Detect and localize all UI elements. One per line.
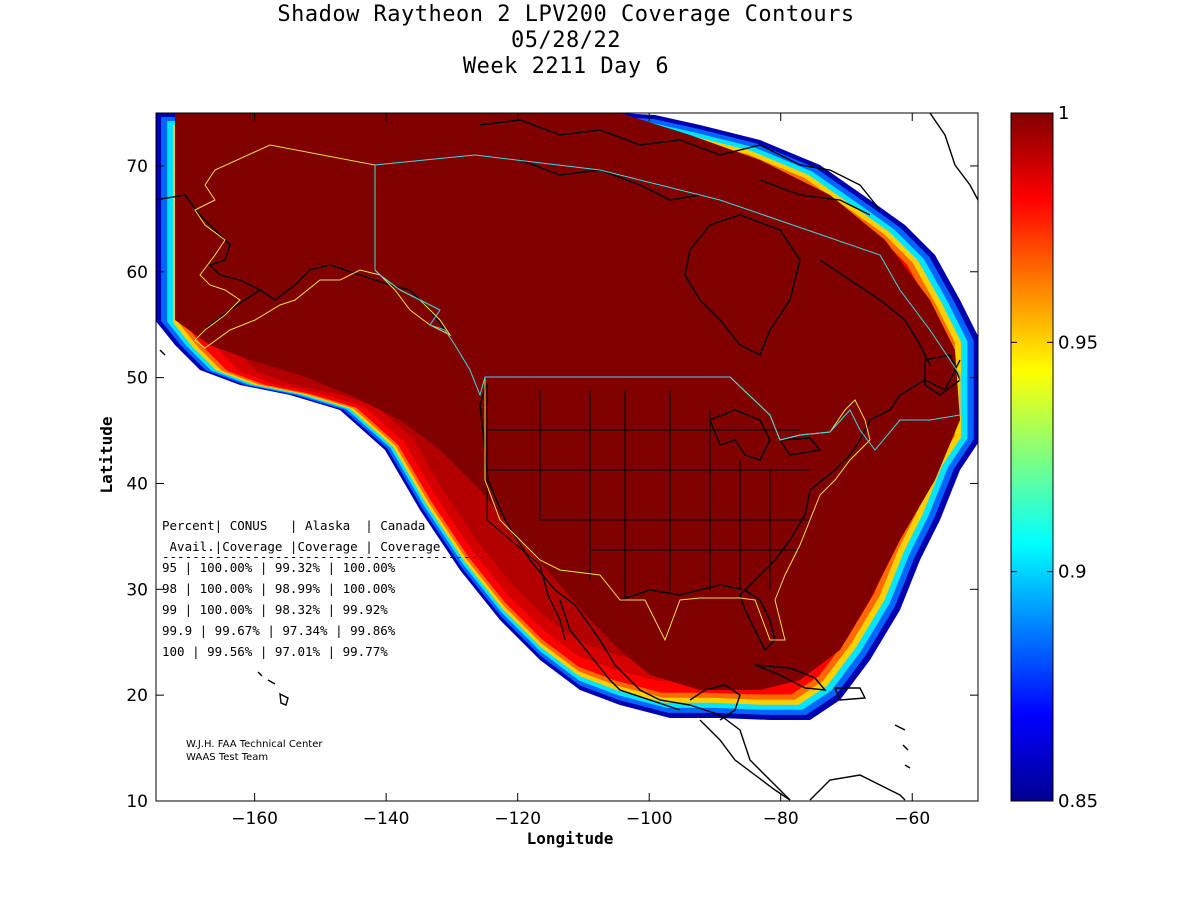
full-coverage-region	[175, 113, 960, 690]
colorbar	[1010, 112, 1054, 802]
canada-region-outline	[374, 154, 961, 451]
colorbar-axis: 0.85 0.9 0.95 1	[1011, 103, 1098, 812]
colorbar-tick-label: 1	[1058, 103, 1069, 124]
coverage-contours	[156, 113, 978, 720]
colorbar-tick-label: 0.95	[1058, 332, 1098, 353]
coverage-table: Percent| CONUS | Alaska | Canada Avail.|…	[162, 518, 486, 659]
table-row: 99 | 100.00% | 98.32% | 99.92%	[162, 602, 388, 617]
y-tick-label: 20	[126, 686, 148, 706]
y-axis: 10 20 30 40 50 60 70	[126, 157, 978, 812]
x-tick-label: −160	[231, 809, 278, 829]
x-tick-label: −140	[363, 809, 410, 829]
colorbar-tick-label: 0.9	[1058, 562, 1087, 583]
y-tick-label: 30	[126, 580, 148, 600]
y-tick-label: 70	[126, 157, 148, 177]
table-row: 100 | 99.56% | 97.01% | 99.77%	[162, 644, 388, 659]
x-axis: −160 −140 −120 −100 −80 −60	[231, 113, 930, 829]
x-axis-label: Longitude	[527, 829, 614, 848]
table-header-1: Percent| CONUS | Alaska | Canada	[162, 518, 425, 533]
x-tick-label: −100	[626, 809, 673, 829]
table-header-2: Avail.|Coverage |Coverage | Coverage	[162, 539, 440, 554]
colorbar-tick-label: 0.85	[1058, 791, 1098, 812]
y-tick-label: 10	[126, 792, 148, 812]
y-tick-label: 40	[126, 474, 148, 494]
x-tick-label: −80	[763, 809, 799, 829]
y-tick-label: 50	[126, 369, 148, 389]
chart-week-day: Week 2211 Day 6	[462, 54, 670, 79]
plot-area	[156, 113, 978, 801]
x-tick-label: −60	[894, 809, 930, 829]
plot-frame	[155, 112, 979, 802]
table-row: 99.9 | 99.67% | 97.34% | 99.86%	[162, 623, 396, 638]
table-row: 98 | 100.00% | 98.99% | 100.00%	[162, 581, 396, 596]
y-axis-label: Latitude	[97, 416, 116, 493]
alaska-region-outline	[194, 144, 452, 349]
credit-line-2: WAAS Test Team	[186, 752, 268, 763]
chart-title: Shadow Raytheon 2 LPV200 Coverage Contou…	[277, 2, 855, 27]
y-tick-label: 60	[126, 263, 148, 283]
state-borders	[486, 383, 810, 600]
x-tick-label: −120	[494, 809, 541, 829]
chart-date: 05/28/22	[511, 28, 621, 53]
conus-region-outline	[484, 376, 871, 642]
table-separator: ----------------------------------------…	[162, 549, 486, 564]
region-outlines	[194, 144, 961, 642]
table-row: 95 | 100.00% | 99.32% | 100.00%	[162, 560, 396, 575]
credit-line-1: W.J.H. FAA Technical Center	[186, 739, 323, 750]
